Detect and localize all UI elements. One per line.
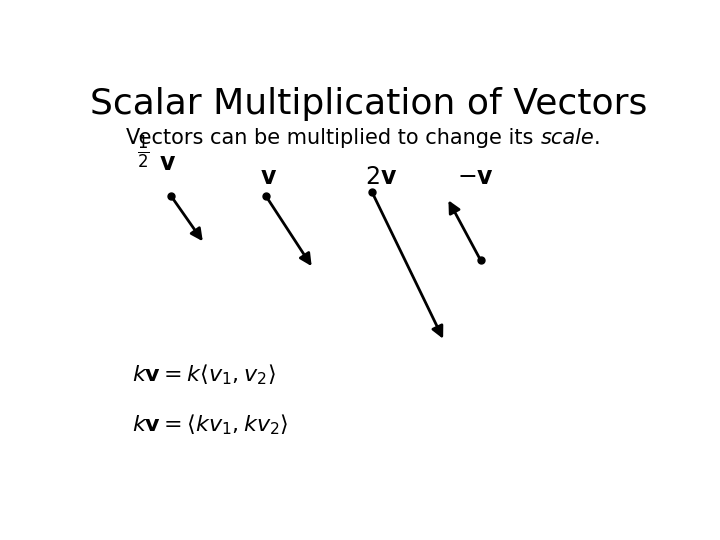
Text: scale: scale xyxy=(540,127,594,147)
Text: $\mathbf{v}$: $\mathbf{v}$ xyxy=(260,165,277,189)
Text: $k\mathbf{v} = \langle kv_1, kv_2 \rangle$: $k\mathbf{v} = \langle kv_1, kv_2 \rangl… xyxy=(132,412,289,437)
Text: $k\mathbf{v} = k\langle v_1, v_2 \rangle$: $k\mathbf{v} = k\langle v_1, v_2 \rangle… xyxy=(132,362,276,387)
Text: .: . xyxy=(594,127,600,147)
Text: Scalar Multiplication of Vectors: Scalar Multiplication of Vectors xyxy=(90,87,648,122)
Text: $\mathbf{v}$: $\mathbf{v}$ xyxy=(158,151,176,174)
Text: $2\mathbf{v}$: $2\mathbf{v}$ xyxy=(364,165,397,189)
Text: $\frac{1}{2}$: $\frac{1}{2}$ xyxy=(138,133,150,171)
Text: Vectors can be multiplied to change its: Vectors can be multiplied to change its xyxy=(126,127,540,147)
Text: $-\mathbf{v}$: $-\mathbf{v}$ xyxy=(457,165,494,189)
